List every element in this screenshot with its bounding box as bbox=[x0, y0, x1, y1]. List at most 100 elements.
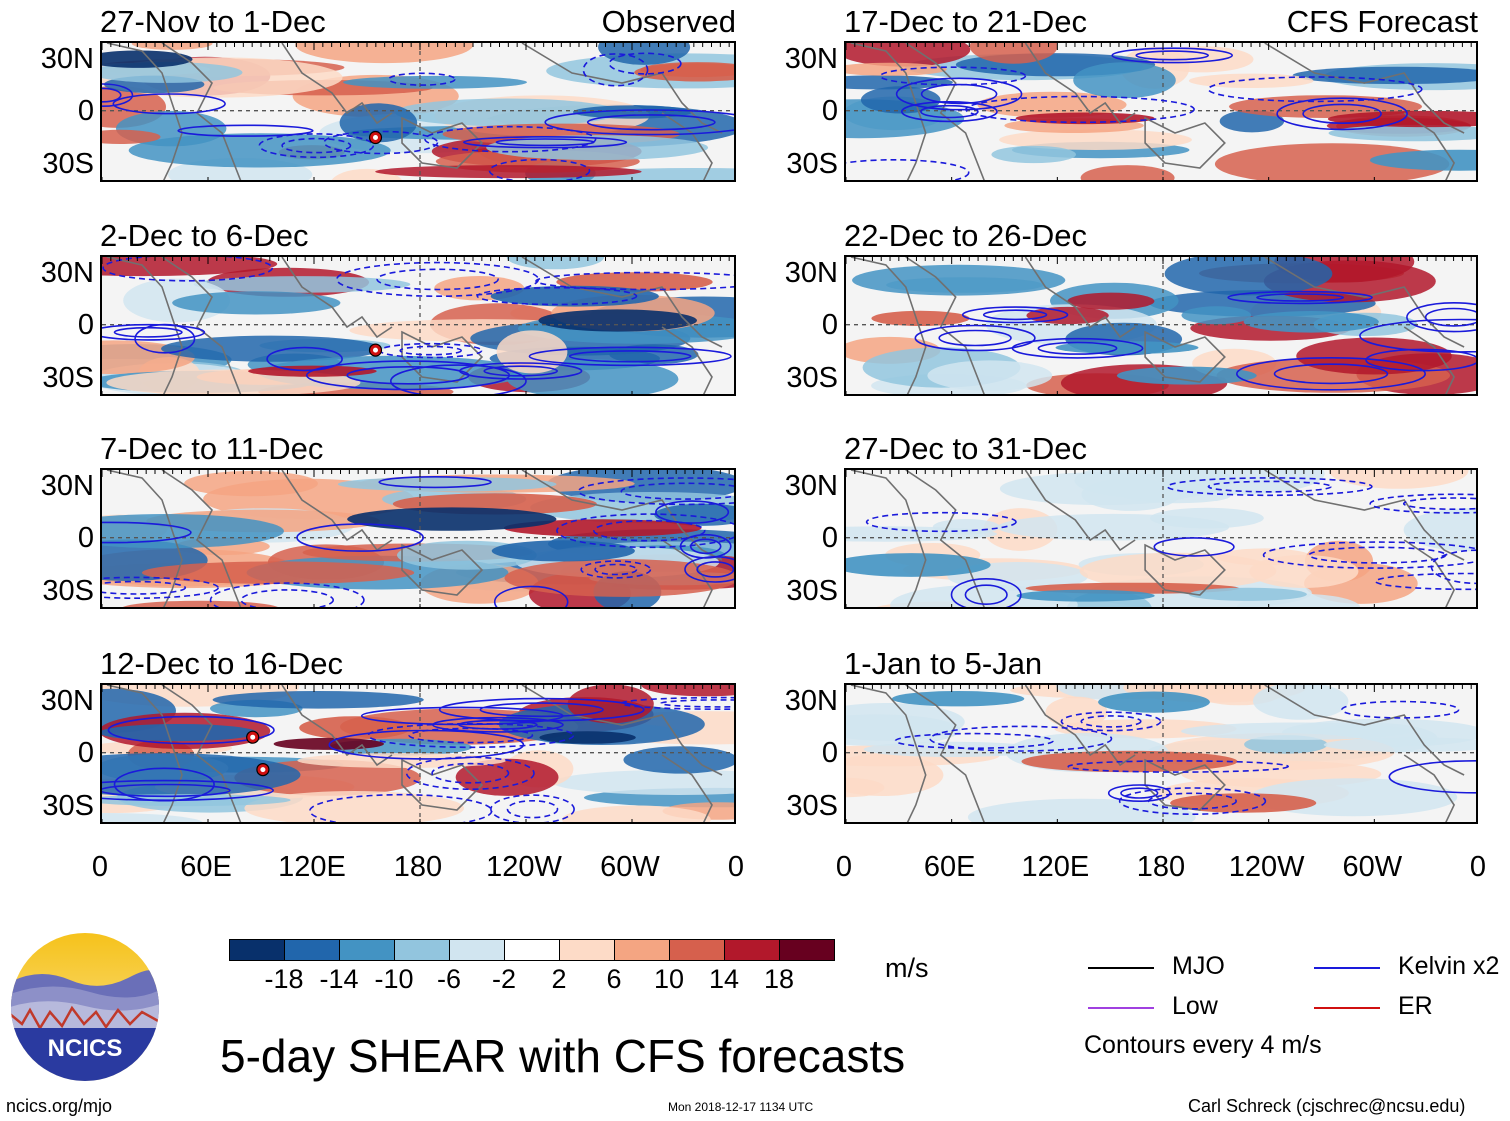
kelvin-contour bbox=[107, 715, 275, 745]
kelvin-contour bbox=[580, 560, 652, 579]
kelvin-contour bbox=[1227, 290, 1373, 305]
kelvin-contour bbox=[1107, 784, 1171, 803]
shear-anomaly-blob bbox=[999, 129, 1192, 150]
y-tick-label: 0 bbox=[77, 522, 94, 554]
colorbar-label: -14 bbox=[319, 964, 359, 994]
kelvin-contour bbox=[506, 799, 559, 819]
coastline bbox=[401, 543, 484, 596]
panel-title-8: 1-Jan to 5-Jan bbox=[844, 646, 1043, 681]
x-tick-label: 0 bbox=[1469, 851, 1487, 883]
kelvin-contour bbox=[1080, 715, 1142, 728]
shear-anomaly-core bbox=[503, 519, 702, 537]
logo-text: NCICS bbox=[48, 1035, 123, 1062]
x-tick-label: 180 bbox=[393, 851, 443, 883]
map-panel-2 bbox=[100, 255, 736, 396]
shear-anomaly-core bbox=[347, 507, 557, 531]
kelvin-contour bbox=[1135, 50, 1210, 61]
colorbar-cell bbox=[339, 939, 395, 961]
panel-title-4: 12-Dec to 16-Dec bbox=[100, 646, 343, 681]
x-tick-label: 0 bbox=[835, 851, 853, 883]
chart-title: 5-day SHEAR with CFS forecasts bbox=[220, 1030, 906, 1082]
kelvin-contour bbox=[424, 125, 597, 153]
kelvin-contour bbox=[102, 779, 274, 801]
shear-anomaly-core bbox=[299, 716, 411, 740]
coastline bbox=[1024, 470, 1136, 552]
shear-anomaly-blob bbox=[846, 754, 944, 796]
colorbar-label: -18 bbox=[264, 964, 304, 994]
kelvin-contour bbox=[309, 793, 493, 822]
kelvin-contour bbox=[346, 366, 470, 385]
kelvin-contour bbox=[920, 104, 979, 119]
y-tick-label: 30N bbox=[40, 685, 94, 717]
y-tick-label: 30S bbox=[786, 790, 838, 822]
shear-anomaly-blob bbox=[1067, 292, 1155, 310]
kelvin-contour bbox=[483, 365, 559, 377]
shear-anomaly-core bbox=[891, 691, 1025, 707]
coastline bbox=[106, 257, 183, 394]
panel-label-5: CFS Forecast bbox=[1286, 4, 1478, 39]
contour-note: Contours every 4 m/s bbox=[1084, 1031, 1322, 1059]
shear-anomaly-blob bbox=[394, 98, 620, 127]
shear-anomaly-blob bbox=[1079, 552, 1277, 590]
shear-anomaly-blob bbox=[506, 257, 604, 270]
kelvin-contour bbox=[556, 513, 734, 549]
shear-anomaly-blob bbox=[1181, 306, 1252, 325]
coastline bbox=[1144, 330, 1226, 383]
map-panel-7 bbox=[844, 468, 1478, 609]
coastline bbox=[905, 43, 985, 180]
kelvin-contour bbox=[1037, 341, 1118, 355]
coastline bbox=[1144, 116, 1226, 169]
shear-anomaly-blob bbox=[102, 257, 278, 277]
shear-anomaly-blob bbox=[122, 600, 278, 607]
shear-anomaly-blob bbox=[142, 561, 415, 584]
shear-anomaly-blob bbox=[375, 165, 642, 179]
shear-anomaly-blob bbox=[337, 476, 557, 492]
kelvin-contour bbox=[102, 83, 134, 107]
coastline bbox=[850, 685, 927, 822]
shear-anomaly-blob bbox=[486, 135, 708, 161]
kelvin-contour bbox=[1302, 103, 1382, 125]
x-tick-label: 0 bbox=[91, 851, 109, 883]
kelvin-contour bbox=[608, 52, 682, 75]
kelvin-contour bbox=[1359, 318, 1476, 353]
x-tick-label: 120E bbox=[278, 851, 346, 883]
x-tick-label: 60E bbox=[180, 851, 232, 883]
shear-anomaly-blob bbox=[1403, 508, 1476, 552]
kelvin-contour bbox=[582, 53, 649, 87]
x-tick-label: 60W bbox=[1342, 851, 1403, 883]
map-panel-6 bbox=[844, 255, 1478, 396]
coastline bbox=[1264, 43, 1465, 134]
kelvin-contour bbox=[240, 589, 334, 607]
shear-anomaly-blob bbox=[102, 753, 301, 797]
shear-anomaly-core bbox=[102, 724, 258, 742]
y-tick-label: 30S bbox=[42, 148, 94, 180]
kelvin-contour bbox=[458, 719, 538, 730]
site-url[interactable]: ncics.org/mjo bbox=[6, 1096, 113, 1116]
y-tick-label: 0 bbox=[77, 309, 94, 341]
coastline bbox=[106, 685, 183, 822]
kelvin-contour bbox=[1067, 760, 1290, 773]
shear-anomaly-blob bbox=[295, 43, 474, 64]
panel-title-5: 17-Dec to 21-Dec bbox=[844, 4, 1087, 39]
y-tick-label: 30S bbox=[786, 575, 838, 607]
kelvin-contour bbox=[323, 130, 439, 155]
kelvin-contour bbox=[894, 732, 1054, 750]
coastline bbox=[401, 116, 484, 169]
colorbar-cell bbox=[669, 939, 725, 961]
y-tick-label: 30S bbox=[786, 148, 838, 180]
map-panel-1 bbox=[100, 41, 736, 182]
kelvin-contour bbox=[1406, 302, 1476, 333]
colorbar-label: 2 bbox=[551, 964, 567, 994]
kelvin-contour bbox=[1060, 711, 1162, 732]
tropical-cyclone-icon bbox=[256, 762, 270, 777]
shear-anomaly-blob bbox=[641, 685, 734, 697]
timestamp: Mon 2018-12-17 1134 UTC bbox=[668, 1100, 814, 1114]
shear-anomaly-blob bbox=[343, 75, 527, 89]
coastline bbox=[161, 43, 242, 180]
colorbar-label: 18 bbox=[763, 964, 795, 994]
kelvin-contour bbox=[1153, 537, 1235, 557]
coastline bbox=[161, 257, 242, 394]
kelvin-contour bbox=[1166, 477, 1373, 497]
shear-anomaly-blob bbox=[846, 75, 953, 90]
y-tick-label: 30N bbox=[784, 43, 838, 75]
